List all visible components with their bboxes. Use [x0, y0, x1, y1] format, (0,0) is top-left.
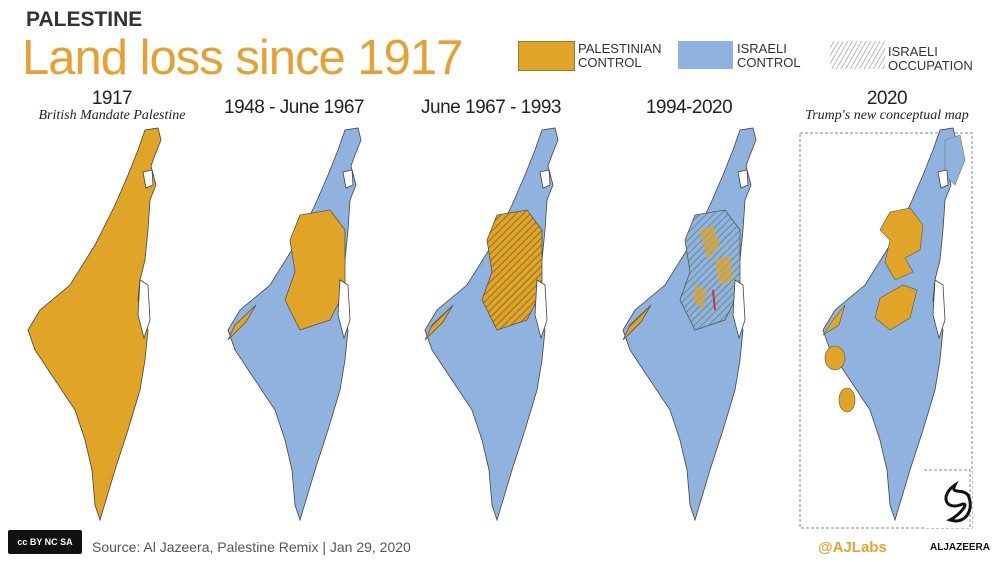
conceptual-map-box	[799, 132, 973, 529]
map-1917	[27, 127, 162, 521]
panel-2020-subtitle: Trump's new conceptual map	[805, 108, 969, 123]
legend-label-occupation: ISRAELI OCCUPATION	[888, 44, 973, 73]
panel-1948-title: 1948 - June 1967	[224, 97, 364, 118]
brand-name: ALJAZEERA	[930, 542, 991, 553]
legend-swatch-palestinian	[518, 41, 575, 71]
panel-1917-subtitle: British Mandate Palestine	[38, 108, 186, 123]
panel-1917-title: 1917	[91, 88, 133, 109]
map-1994	[622, 127, 757, 521]
source-text: Source: Al Jazeera, Palestine Remix | Ja…	[92, 539, 411, 555]
panel-1994-title: 1994-2020	[645, 97, 733, 118]
panel-1967-title: June 1967 - 1993	[421, 97, 561, 118]
map-1948	[227, 127, 362, 521]
legend-swatch-occupation	[830, 41, 885, 69]
legend-label-palestinian: PALESTINIAN CONTROL	[578, 41, 662, 70]
legend-label-israeli: ISRAELI CONTROL	[737, 41, 801, 70]
page-title: Land loss since 1917	[22, 31, 463, 85]
map-1967	[424, 127, 559, 521]
aljazeera-logo	[944, 480, 972, 523]
kicker: PALESTINE	[26, 8, 143, 31]
cc-license-icon: cc BY NC SA	[8, 530, 82, 554]
map-2020	[799, 127, 973, 529]
ajlabs-handle: @AJLabs	[818, 539, 887, 556]
panel-2020-title: 2020	[866, 88, 908, 109]
legend-swatch-israeli	[678, 41, 733, 69]
golan-region	[944, 134, 966, 186]
